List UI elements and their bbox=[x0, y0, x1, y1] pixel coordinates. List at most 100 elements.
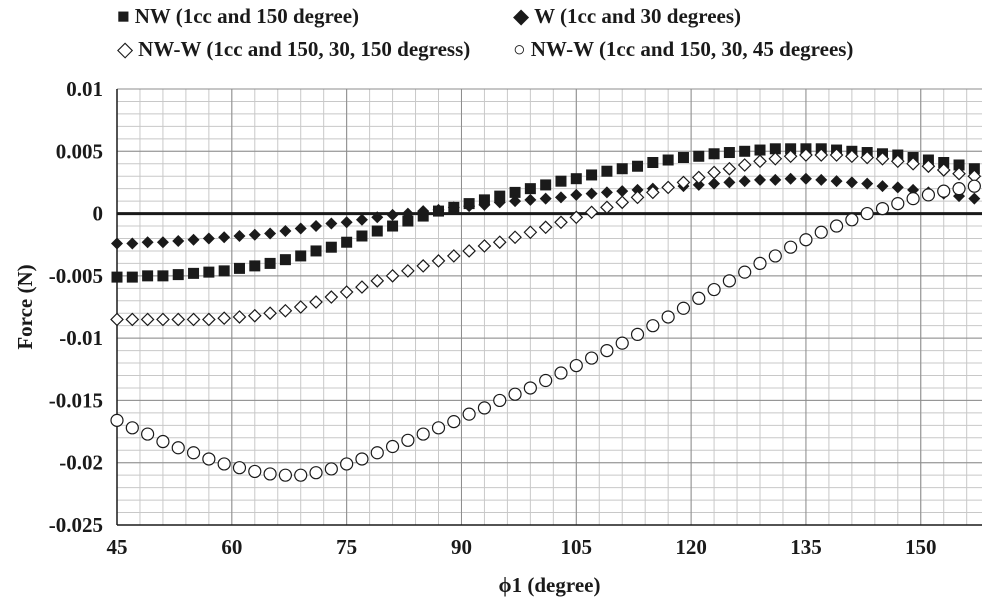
point-nw-w-1cc-and-150-30-150-degress bbox=[860, 150, 875, 165]
point-nw-1cc-and-150-degree bbox=[524, 183, 536, 195]
point-nw-w-1cc-and-150-30-45-degrees bbox=[186, 446, 201, 460]
point-nw-w-1cc-and-150-30-45-degrees bbox=[278, 468, 293, 482]
x-tick-label: 105 bbox=[561, 535, 593, 559]
y-tick-label: 0.01 bbox=[66, 77, 103, 101]
point-nw-w-1cc-and-150-30-150-degress bbox=[508, 230, 522, 245]
point-nw-1cc-and-150-degree bbox=[494, 190, 506, 202]
point-nw-1cc-and-150-degree bbox=[723, 147, 735, 159]
point-nw-1cc-and-150-degree bbox=[325, 241, 337, 253]
point-nw-w-1cc-and-150-30-45-degrees bbox=[967, 179, 981, 193]
point-w-1cc-and-30-degrees bbox=[447, 201, 460, 214]
point-w-1cc-and-30-degrees bbox=[754, 173, 767, 186]
x-tick-label: 75 bbox=[336, 535, 357, 559]
point-nw-1cc-and-150-degree bbox=[371, 225, 383, 237]
point-nw-1cc-and-150-degree bbox=[157, 270, 169, 282]
point-nw-w-1cc-and-150-30-45-degrees bbox=[248, 464, 262, 479]
point-nw-w-1cc-and-150-30-45-degrees bbox=[860, 206, 874, 221]
point-nw-w-1cc-and-150-30-45-degrees bbox=[447, 415, 461, 429]
point-nw-w-1cc-and-150-30-45-degrees bbox=[110, 413, 124, 427]
point-nw-1cc-and-150-degree bbox=[142, 270, 154, 282]
legend-label-nww-150: NW-W (1cc and 150, 30, 150 degress) bbox=[138, 37, 471, 61]
point-nw-1cc-and-150-degree bbox=[111, 271, 123, 283]
point-nw-w-1cc-and-150-30-45-degrees bbox=[141, 427, 155, 441]
point-w-1cc-and-30-degrees bbox=[371, 211, 384, 224]
y-tick-label: 0.005 bbox=[56, 139, 103, 163]
point-nw-w-1cc-and-150-30-150-degress bbox=[477, 239, 492, 253]
point-w-1cc-and-30-degrees bbox=[708, 177, 721, 190]
point-nw-1cc-and-150-degree bbox=[172, 269, 184, 281]
point-nw-w-1cc-and-150-30-45-degrees bbox=[707, 282, 721, 297]
point-nw-w-1cc-and-150-30-45-degrees bbox=[523, 381, 537, 395]
point-nw-w-1cc-and-150-30-45-degrees bbox=[661, 310, 675, 324]
point-nw-w-1cc-and-150-30-45-degrees bbox=[937, 184, 951, 198]
point-nw-1cc-and-150-degree bbox=[938, 156, 950, 168]
point-nw-w-1cc-and-150-30-45-degrees bbox=[600, 344, 614, 358]
point-nw-w-1cc-and-150-30-45-degrees bbox=[799, 233, 813, 247]
point-w-1cc-and-30-degrees bbox=[784, 172, 797, 185]
point-nw-w-1cc-and-150-30-45-degrees bbox=[845, 213, 859, 227]
point-nw-w-1cc-and-150-30-45-degrees bbox=[355, 452, 369, 466]
point-nw-w-1cc-and-150-30-150-degress bbox=[217, 311, 232, 326]
point-nw-w-1cc-and-150-30-150-degress bbox=[921, 159, 936, 174]
point-nw-w-1cc-and-150-30-150-degress bbox=[554, 215, 568, 230]
point-nw-1cc-and-150-degree bbox=[279, 254, 291, 266]
point-nw-w-1cc-and-150-30-45-degrees bbox=[324, 462, 338, 476]
point-w-1cc-and-30-degrees bbox=[876, 180, 889, 193]
filled-diamond-icon: ◆ bbox=[513, 4, 530, 28]
point-nw-w-1cc-and-150-30-150-degress bbox=[370, 273, 385, 288]
point-nw-1cc-and-150-degree bbox=[387, 220, 399, 232]
point-nw-w-1cc-and-150-30-45-degrees bbox=[294, 468, 308, 482]
point-nw-1cc-and-150-degree bbox=[708, 148, 720, 160]
point-nw-w-1cc-and-150-30-45-degrees bbox=[416, 427, 430, 441]
point-w-1cc-and-30-degrees bbox=[202, 232, 215, 245]
point-nw-w-1cc-and-150-30-45-degrees bbox=[921, 188, 936, 202]
point-nw-w-1cc-and-150-30-150-degress bbox=[462, 244, 476, 258]
point-w-1cc-and-30-degrees bbox=[248, 228, 261, 241]
point-nw-w-1cc-and-150-30-45-degrees bbox=[217, 457, 231, 471]
point-w-1cc-and-30-degrees bbox=[585, 187, 598, 200]
open-diamond-icon: ◇ bbox=[117, 37, 134, 61]
point-w-1cc-and-30-degrees bbox=[631, 183, 644, 196]
point-w-1cc-and-30-degrees bbox=[570, 188, 583, 201]
point-nw-w-1cc-and-150-30-150-degress bbox=[385, 269, 400, 283]
point-w-1cc-and-30-degrees bbox=[386, 208, 399, 221]
point-w-1cc-and-30-degrees bbox=[340, 216, 353, 229]
point-nw-w-1cc-and-150-30-150-degress bbox=[186, 312, 201, 327]
point-w-1cc-and-30-degrees bbox=[294, 222, 307, 235]
point-w-1cc-and-30-degrees bbox=[799, 172, 812, 185]
point-w-1cc-and-30-degrees bbox=[218, 231, 231, 244]
point-nw-w-1cc-and-150-30-150-degress bbox=[278, 303, 293, 318]
point-w-1cc-and-30-degrees bbox=[401, 207, 414, 220]
point-nw-w-1cc-and-150-30-45-degrees bbox=[385, 439, 400, 454]
point-nw-w-1cc-and-150-30-45-degrees bbox=[554, 366, 568, 380]
point-nw-w-1cc-and-150-30-45-degrees bbox=[676, 301, 691, 315]
point-nw-w-1cc-and-150-30-150-degress bbox=[492, 235, 507, 250]
point-w-1cc-and-30-degrees bbox=[325, 217, 338, 230]
point-nw-w-1cc-and-150-30-150-degress bbox=[783, 149, 798, 164]
point-nw-1cc-and-150-degree bbox=[968, 163, 980, 175]
point-w-1cc-and-30-degrees bbox=[156, 236, 169, 249]
point-nw-1cc-and-150-degree bbox=[739, 145, 751, 157]
point-nw-w-1cc-and-150-30-150-degress bbox=[339, 285, 354, 299]
point-nw-w-1cc-and-150-30-150-degress bbox=[737, 158, 752, 172]
point-nw-w-1cc-and-150-30-150-degress bbox=[814, 148, 829, 162]
legend-entry-nw: ■ NW (1cc and 150 degree) bbox=[117, 6, 359, 27]
point-nw-w-1cc-and-150-30-150-degress bbox=[753, 154, 767, 169]
point-nw-w-1cc-and-150-30-150-degress bbox=[110, 312, 124, 327]
point-nw-1cc-and-150-degree bbox=[341, 236, 353, 248]
point-nw-w-1cc-and-150-30-150-degress bbox=[952, 166, 966, 181]
y-axis-label: Force (N) bbox=[13, 264, 37, 349]
point-w-1cc-and-30-degrees bbox=[463, 200, 476, 213]
point-nw-w-1cc-and-150-30-45-degrees bbox=[891, 197, 905, 211]
legend-label-nw: NW (1cc and 150 degree) bbox=[134, 4, 360, 28]
point-nw-w-1cc-and-150-30-150-degress bbox=[431, 254, 446, 268]
point-nw-w-1cc-and-150-30-45-degrees bbox=[569, 358, 583, 373]
point-w-1cc-and-30-degrees bbox=[432, 203, 445, 216]
point-nw-w-1cc-and-150-30-45-degrees bbox=[539, 373, 553, 388]
point-nw-w-1cc-and-150-30-45-degrees bbox=[401, 433, 415, 447]
point-nw-w-1cc-and-150-30-45-degrees bbox=[431, 421, 446, 435]
point-nw-w-1cc-and-150-30-45-degrees bbox=[171, 441, 185, 455]
point-w-1cc-and-30-degrees bbox=[279, 225, 292, 238]
legend-label-nww-45: NW-W (1cc and 150, 30, 45 degrees) bbox=[530, 37, 854, 61]
point-nw-w-1cc-and-150-30-150-degress bbox=[171, 312, 186, 327]
